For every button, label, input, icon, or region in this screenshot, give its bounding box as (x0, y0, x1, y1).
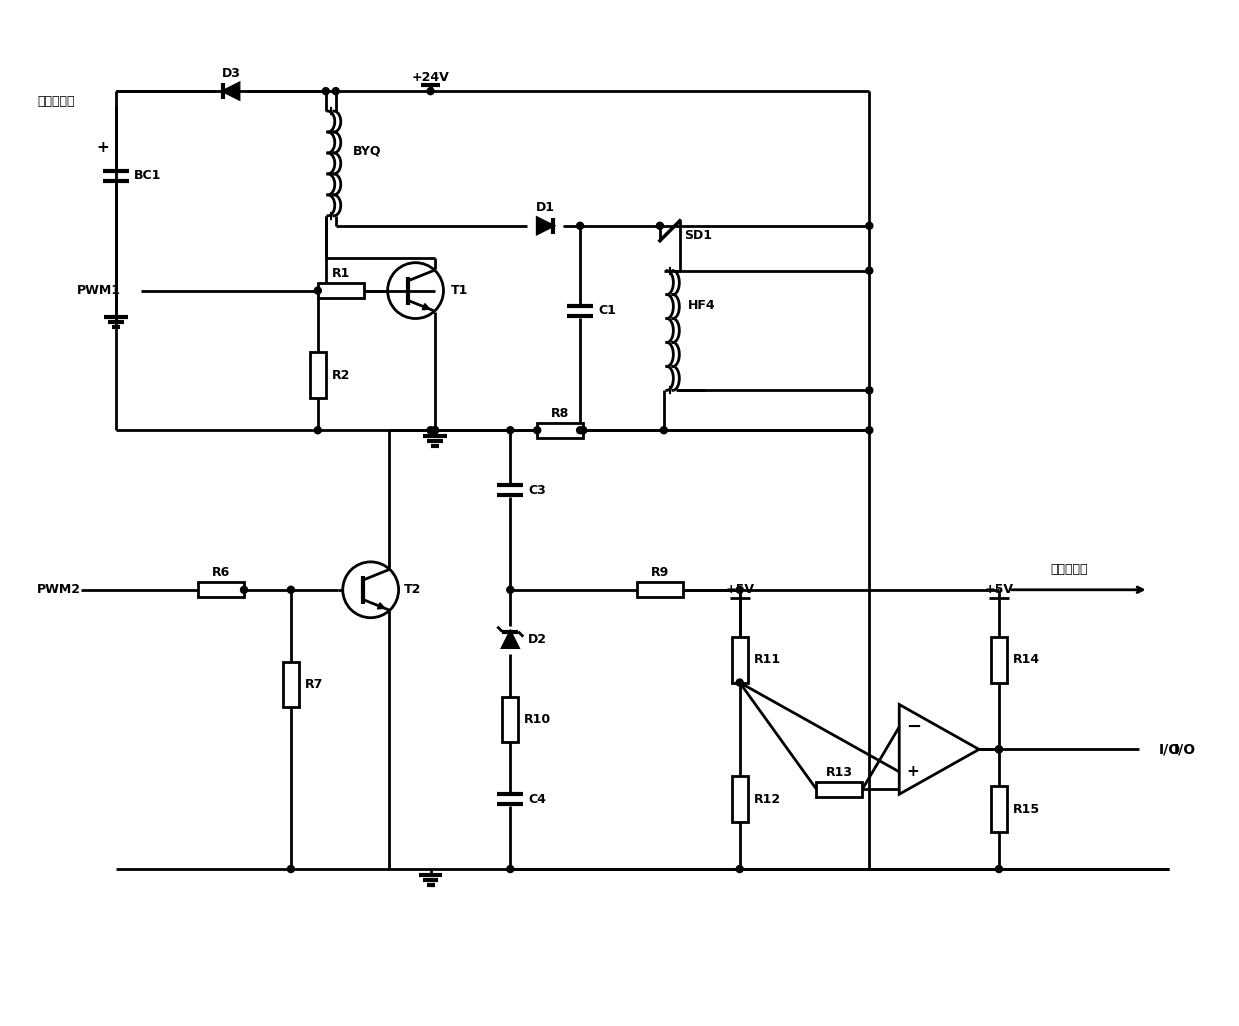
FancyBboxPatch shape (637, 583, 683, 597)
Circle shape (995, 866, 1002, 872)
Text: I/O: I/O (1173, 743, 1196, 756)
Circle shape (240, 586, 248, 593)
FancyBboxPatch shape (198, 583, 244, 597)
FancyBboxPatch shape (991, 637, 1007, 682)
Text: BYQ: BYQ (353, 145, 382, 157)
Circle shape (287, 586, 295, 593)
Text: HF4: HF4 (688, 299, 715, 312)
Circle shape (995, 746, 1002, 753)
Text: +24V: +24V (411, 71, 450, 84)
Text: R8: R8 (551, 406, 569, 420)
Text: 电压检测口: 电压检测口 (37, 94, 76, 108)
FancyBboxPatch shape (502, 697, 518, 743)
Text: R10: R10 (524, 713, 551, 726)
FancyBboxPatch shape (282, 662, 299, 708)
Circle shape (427, 87, 434, 94)
Polygon shape (538, 218, 553, 234)
Circle shape (580, 427, 586, 434)
Circle shape (657, 223, 663, 229)
Text: R14: R14 (1014, 654, 1040, 666)
Text: R11: R11 (753, 654, 781, 666)
Text: R6: R6 (212, 566, 230, 580)
FancyBboxPatch shape (538, 423, 584, 438)
Text: +: + (97, 141, 109, 156)
Text: BC1: BC1 (134, 169, 162, 183)
Circle shape (315, 287, 321, 294)
Text: T2: T2 (404, 584, 421, 596)
Circle shape (866, 387, 872, 394)
Text: +5V: +5V (985, 584, 1014, 596)
Text: R12: R12 (753, 793, 781, 805)
Circle shape (427, 427, 434, 434)
Polygon shape (502, 632, 518, 647)
Circle shape (736, 586, 743, 593)
Circle shape (576, 223, 584, 229)
Text: R9: R9 (650, 566, 669, 580)
FancyBboxPatch shape (732, 777, 747, 822)
Text: I/O: I/O (1158, 743, 1181, 756)
Circle shape (507, 586, 514, 593)
Circle shape (315, 427, 321, 434)
Text: D1: D1 (535, 201, 555, 214)
FancyBboxPatch shape (732, 637, 747, 682)
Circle shape (866, 223, 872, 229)
Text: 火焰检测针: 火焰检测针 (1049, 563, 1088, 577)
Text: C3: C3 (528, 483, 546, 497)
FancyBboxPatch shape (318, 283, 364, 299)
Text: R2: R2 (332, 369, 351, 382)
Circle shape (507, 427, 514, 434)
Circle shape (866, 427, 872, 434)
Circle shape (534, 427, 540, 434)
Circle shape (322, 87, 330, 94)
Circle shape (507, 866, 514, 872)
Text: PWM2: PWM2 (37, 584, 81, 596)
Text: C4: C4 (528, 793, 546, 805)
Circle shape (866, 267, 872, 274)
FancyBboxPatch shape (817, 782, 862, 797)
Polygon shape (223, 83, 239, 100)
Circle shape (995, 746, 1002, 753)
Circle shape (332, 87, 339, 94)
Text: +: + (907, 764, 919, 780)
Circle shape (287, 866, 295, 872)
Text: PWM1: PWM1 (77, 284, 120, 298)
Text: SD1: SD1 (684, 229, 712, 242)
Circle shape (736, 866, 743, 872)
Circle shape (736, 679, 743, 686)
Circle shape (576, 427, 584, 434)
FancyBboxPatch shape (310, 353, 326, 398)
Text: D3: D3 (222, 67, 240, 80)
Text: +5V: +5V (725, 584, 755, 596)
FancyBboxPatch shape (991, 786, 1007, 832)
Text: T1: T1 (451, 284, 468, 298)
Text: R15: R15 (1014, 802, 1040, 816)
Text: D2: D2 (528, 633, 548, 646)
Text: R13: R13 (826, 765, 852, 779)
Circle shape (431, 427, 439, 434)
Text: −: − (906, 718, 921, 736)
Text: R1: R1 (332, 267, 349, 280)
Circle shape (660, 427, 668, 434)
Circle shape (431, 427, 439, 434)
Text: R7: R7 (305, 678, 323, 692)
Polygon shape (900, 705, 979, 794)
Circle shape (580, 427, 586, 434)
Text: C1: C1 (598, 304, 616, 317)
